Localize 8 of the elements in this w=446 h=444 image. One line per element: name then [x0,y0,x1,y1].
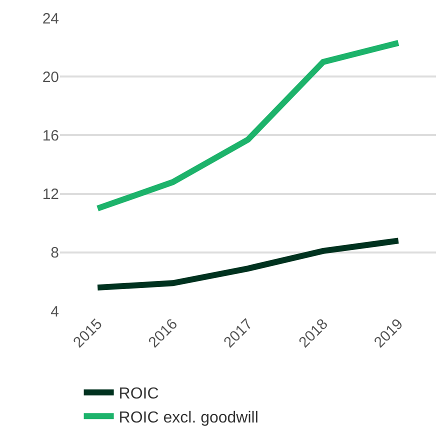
y-tick-label: 16 [42,127,59,144]
y-tick-label: 24 [42,10,59,28]
y-tick-label: 12 [42,186,59,204]
legend-label: ROIC excl. goodwill [118,409,258,426]
legend-label: ROIC [118,386,159,403]
y-tick-label: 4 [50,303,59,320]
y-tick-label: 8 [50,244,59,262]
y-tick-label: 20 [42,68,59,86]
